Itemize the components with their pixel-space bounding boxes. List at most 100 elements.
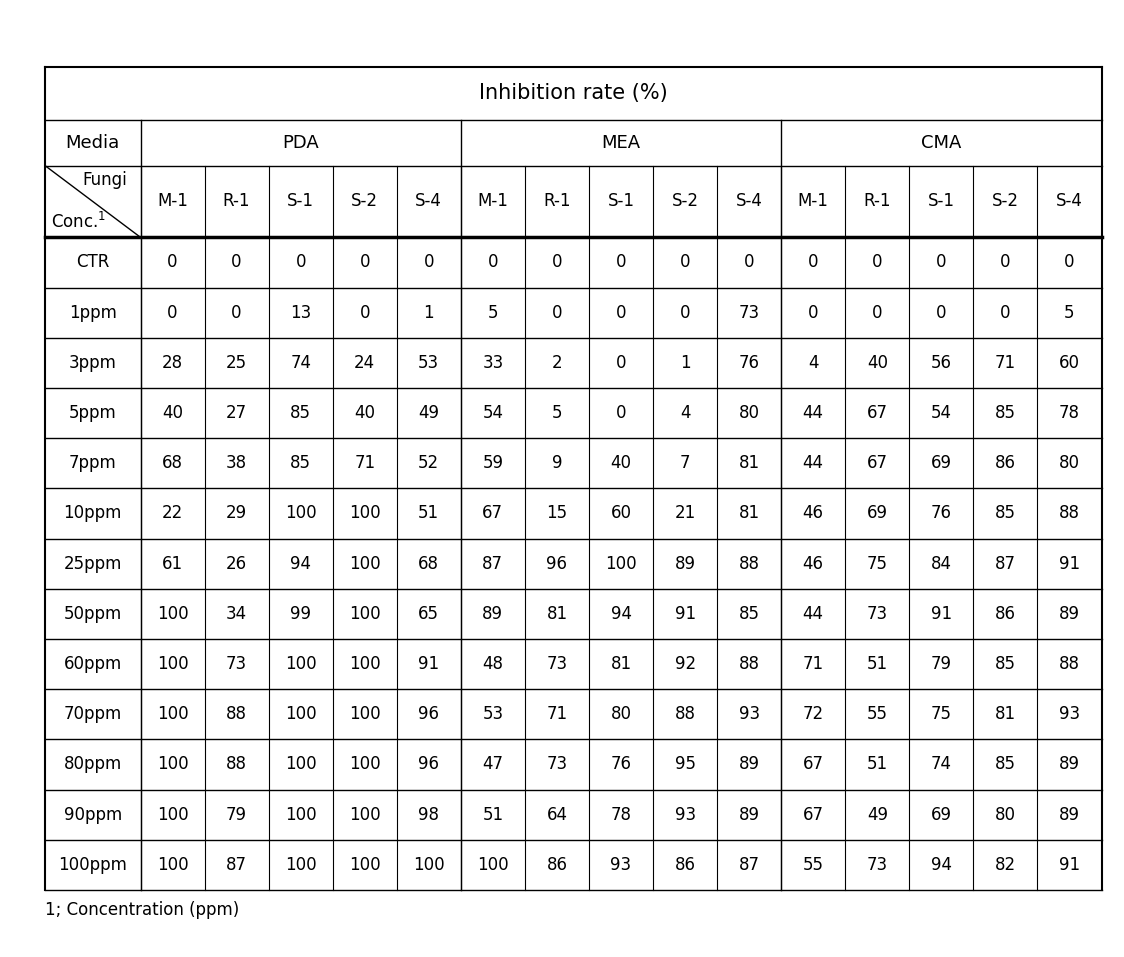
Text: 73: 73: [867, 856, 888, 874]
Text: 71: 71: [354, 455, 375, 472]
Text: 7: 7: [680, 455, 690, 472]
Text: 81: 81: [546, 605, 568, 623]
Text: 85: 85: [995, 656, 1016, 673]
Text: 100: 100: [284, 705, 317, 723]
Text: 100ppm: 100ppm: [58, 856, 127, 874]
Text: 78: 78: [1059, 404, 1080, 422]
Text: 61: 61: [162, 555, 183, 572]
Text: 89: 89: [1059, 755, 1080, 773]
Text: 69: 69: [867, 504, 888, 523]
Text: 88: 88: [674, 705, 696, 723]
Text: 89: 89: [1059, 806, 1080, 824]
Text: S-2: S-2: [351, 192, 379, 211]
Text: 2: 2: [552, 354, 562, 372]
Text: 93: 93: [674, 806, 696, 824]
Text: 100: 100: [477, 856, 509, 874]
Text: S-4: S-4: [416, 192, 442, 211]
Text: 71: 71: [546, 705, 568, 723]
Text: 82: 82: [995, 856, 1016, 874]
Text: 89: 89: [738, 755, 760, 773]
Text: 34: 34: [226, 605, 247, 623]
Text: 46: 46: [803, 555, 824, 572]
Text: 0: 0: [360, 254, 370, 272]
Text: 0: 0: [1000, 303, 1010, 322]
Text: 80: 80: [610, 705, 632, 723]
Text: 85: 85: [995, 755, 1016, 773]
Text: 85: 85: [995, 504, 1016, 523]
Text: 86: 86: [546, 856, 568, 874]
Text: 80: 80: [1059, 455, 1080, 472]
Text: 68: 68: [418, 555, 439, 572]
Text: 67: 67: [803, 806, 824, 824]
Text: 13: 13: [290, 303, 311, 322]
Text: 93: 93: [1059, 705, 1080, 723]
Text: 52: 52: [418, 455, 439, 472]
Text: 40: 40: [162, 404, 183, 422]
Text: 88: 88: [738, 555, 760, 572]
Text: 89: 89: [482, 605, 504, 623]
Text: 22: 22: [162, 504, 183, 523]
Text: 100: 100: [348, 705, 381, 723]
Text: 51: 51: [482, 806, 504, 824]
Text: 54: 54: [931, 404, 952, 422]
Text: R-1: R-1: [863, 192, 891, 211]
Text: 0: 0: [232, 303, 242, 322]
Text: 10ppm: 10ppm: [64, 504, 121, 523]
Text: 69: 69: [931, 806, 952, 824]
Text: 0: 0: [360, 303, 370, 322]
Text: S-1: S-1: [607, 192, 635, 211]
Text: 0: 0: [296, 254, 306, 272]
Text: 73: 73: [546, 656, 568, 673]
Text: 78: 78: [610, 806, 632, 824]
Text: 72: 72: [803, 705, 824, 723]
Text: 89: 89: [1059, 605, 1080, 623]
Text: 94: 94: [290, 555, 311, 572]
Text: 81: 81: [995, 705, 1016, 723]
Text: 96: 96: [546, 555, 568, 572]
Text: 93: 93: [610, 856, 632, 874]
Text: 4: 4: [808, 354, 818, 372]
Text: 5: 5: [1064, 303, 1075, 322]
Text: 59: 59: [482, 455, 504, 472]
Text: 75: 75: [931, 705, 952, 723]
Text: 46: 46: [803, 504, 824, 523]
Text: 3ppm: 3ppm: [69, 354, 117, 372]
Text: S-2: S-2: [671, 192, 699, 211]
Text: 79: 79: [931, 656, 952, 673]
Text: 81: 81: [610, 656, 632, 673]
Text: 75: 75: [867, 555, 888, 572]
Text: 0: 0: [1000, 254, 1010, 272]
Text: 55: 55: [803, 856, 824, 874]
Text: 28: 28: [162, 354, 183, 372]
Text: PDA: PDA: [282, 134, 319, 151]
Text: 100: 100: [284, 755, 317, 773]
Text: 0: 0: [552, 303, 562, 322]
Text: 0: 0: [872, 303, 882, 322]
Text: 85: 85: [738, 605, 760, 623]
Text: 85: 85: [995, 404, 1016, 422]
Text: 1: 1: [680, 354, 690, 372]
Text: Inhibition rate (%): Inhibition rate (%): [479, 83, 668, 103]
Text: M-1: M-1: [157, 192, 188, 211]
Text: 100: 100: [284, 806, 317, 824]
Text: 69: 69: [931, 455, 952, 472]
Text: 54: 54: [482, 404, 504, 422]
Text: 53: 53: [482, 705, 504, 723]
Text: 5: 5: [488, 303, 498, 322]
Text: 40: 40: [867, 354, 888, 372]
Text: 87: 87: [738, 856, 760, 874]
Text: 44: 44: [803, 404, 824, 422]
Text: 0: 0: [680, 254, 690, 272]
Text: 94: 94: [931, 856, 952, 874]
Text: 91: 91: [1059, 856, 1080, 874]
Text: 48: 48: [482, 656, 504, 673]
Text: 100: 100: [348, 555, 381, 572]
Text: 80: 80: [738, 404, 760, 422]
Text: 67: 67: [867, 455, 888, 472]
Text: R-1: R-1: [543, 192, 571, 211]
Text: 80ppm: 80ppm: [64, 755, 121, 773]
Text: 86: 86: [995, 455, 1016, 472]
Text: 100: 100: [284, 856, 317, 874]
Text: 0: 0: [552, 254, 562, 272]
Text: 88: 88: [1059, 504, 1080, 523]
